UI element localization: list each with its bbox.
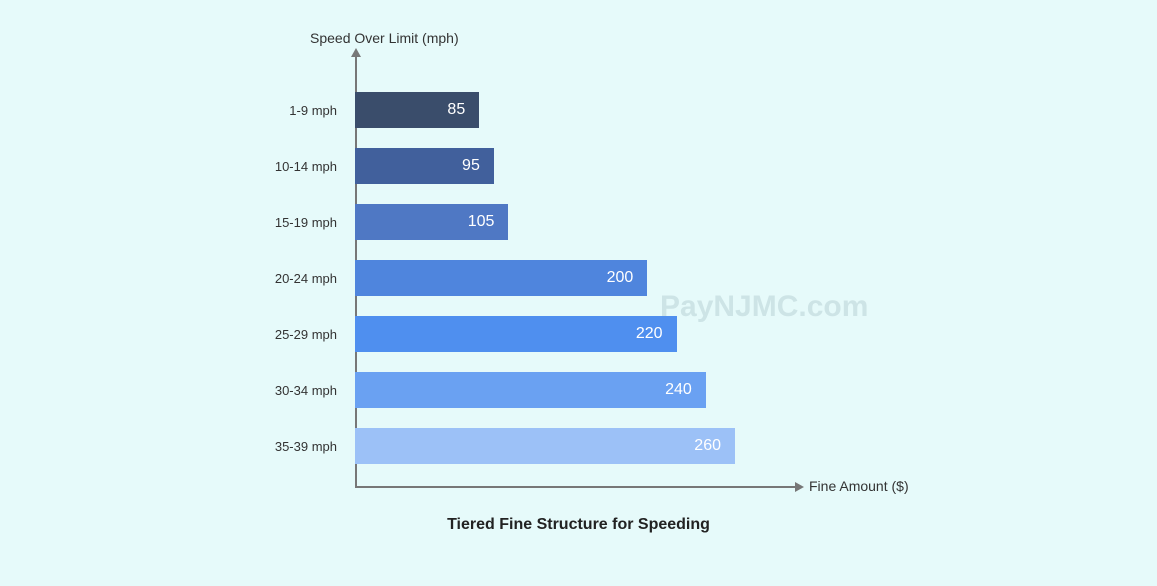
bar: 240	[355, 372, 706, 408]
x-axis-title: Fine Amount ($)	[809, 478, 909, 494]
bar: 105	[355, 204, 508, 240]
bar-category-label: 1-9 mph	[255, 103, 355, 118]
bar: 260	[355, 428, 735, 464]
y-axis-title: Speed Over Limit (mph)	[310, 30, 459, 46]
watermark-text: PayNJMC.com	[660, 290, 868, 324]
bar-category-label: 30-34 mph	[255, 383, 355, 398]
bar-row: 25-29 mph220	[255, 316, 677, 352]
bar-category-label: 25-29 mph	[255, 327, 355, 342]
x-axis-arrow	[795, 482, 804, 492]
bar-category-label: 10-14 mph	[255, 159, 355, 174]
bar-row: 10-14 mph95	[255, 148, 494, 184]
bar-row: 1-9 mph85	[255, 92, 479, 128]
chart-container: Speed Over Limit (mph) 1-9 mph85 10-14 mp…	[0, 0, 1157, 586]
bar: 220	[355, 316, 677, 352]
y-axis-arrow	[351, 48, 361, 57]
bar-row: 20-24 mph200	[255, 260, 647, 296]
bar-category-label: 15-19 mph	[255, 215, 355, 230]
bar-row: 15-19 mph105	[255, 204, 508, 240]
bar-category-label: 35-39 mph	[255, 439, 355, 454]
chart-title: Tiered Fine Structure for Speeding	[0, 516, 1157, 534]
bar: 200	[355, 260, 647, 296]
bar-category-label: 20-24 mph	[255, 271, 355, 286]
bar-row: 35-39 mph260	[255, 428, 735, 464]
bar-row: 30-34 mph240	[255, 372, 706, 408]
bar: 95	[355, 148, 494, 184]
x-axis-line	[355, 486, 795, 488]
bar: 85	[355, 92, 479, 128]
